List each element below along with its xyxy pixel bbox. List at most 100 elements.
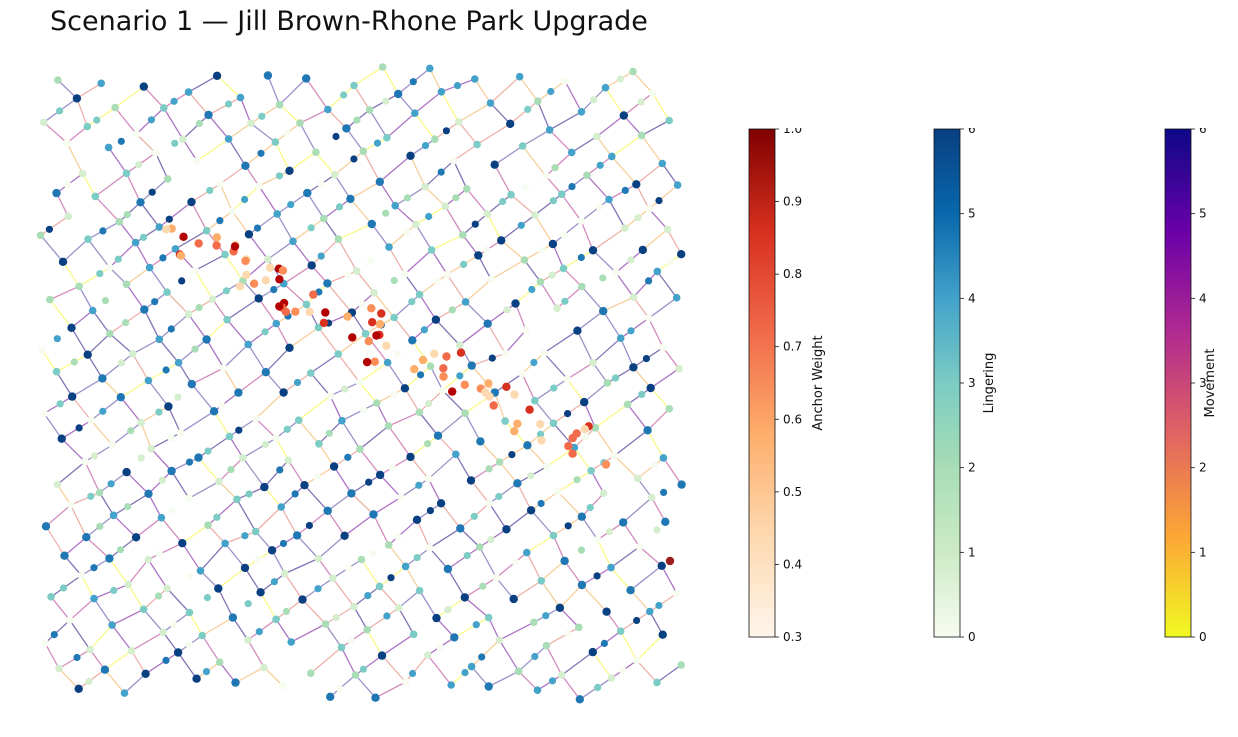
- street-segment: [537, 100, 551, 131]
- colorbar-movement-tick-label: 0: [1199, 630, 1207, 644]
- street-node: [167, 325, 175, 333]
- street-node: [174, 393, 182, 401]
- street-segment: [242, 437, 277, 459]
- street-node: [124, 580, 132, 589]
- street-node: [658, 159, 667, 168]
- street-node: [577, 580, 587, 590]
- street-segment: [488, 670, 519, 688]
- street-segment: [546, 626, 580, 647]
- street-node: [109, 511, 118, 520]
- street-segment: [635, 162, 663, 185]
- street-segment: [627, 404, 649, 431]
- street-node: [677, 661, 685, 669]
- street-segment: [217, 567, 246, 590]
- street-segment: [118, 221, 137, 243]
- street-segment: [150, 448, 173, 472]
- street-segment: [379, 585, 400, 609]
- street-segment: [139, 201, 160, 228]
- street-segment: [540, 560, 566, 582]
- street-node: [196, 567, 205, 575]
- street-segment: [188, 481, 220, 499]
- street-node: [605, 195, 613, 204]
- street-node: [50, 631, 58, 639]
- street-node: [560, 231, 568, 239]
- street-segment: [362, 150, 381, 183]
- street-segment: [632, 296, 650, 319]
- street-node: [132, 130, 141, 138]
- street-node: [57, 434, 66, 443]
- street-node: [303, 188, 312, 198]
- street-node: [616, 334, 625, 343]
- street-node: [283, 425, 291, 433]
- street-segment: [355, 655, 383, 676]
- street-segment: [329, 395, 343, 421]
- street-segment: [166, 291, 189, 315]
- street-segment: [431, 234, 463, 251]
- street-segment: [470, 461, 501, 481]
- street-segment: [549, 111, 582, 131]
- street-node: [122, 169, 131, 178]
- street-segment: [267, 240, 294, 260]
- street-node: [647, 493, 656, 502]
- street-node: [643, 426, 652, 435]
- street-node: [417, 371, 425, 379]
- street-node: [334, 350, 343, 358]
- street-node: [413, 554, 421, 562]
- street-segment: [229, 418, 257, 437]
- street-node: [589, 359, 597, 367]
- street-node: [509, 594, 518, 604]
- street-node: [255, 182, 263, 190]
- street-node: [270, 286, 278, 294]
- street-segment: [400, 478, 429, 498]
- street-node: [501, 349, 510, 358]
- street-node: [467, 662, 476, 671]
- street-node: [540, 349, 548, 357]
- street-node: [537, 499, 545, 508]
- street-node: [52, 188, 61, 198]
- street-segment: [219, 183, 233, 212]
- anchor-point: [456, 348, 466, 357]
- street-segment: [310, 372, 331, 397]
- street-node: [599, 489, 608, 498]
- street-segment: [279, 104, 301, 124]
- street-node: [257, 149, 265, 157]
- street-node: [454, 118, 463, 126]
- street-segment: [388, 544, 407, 567]
- street-node: [415, 481, 423, 489]
- street-node: [637, 98, 645, 106]
- street-node: [155, 408, 163, 416]
- street-segment: [409, 456, 430, 480]
- street-node: [549, 531, 558, 540]
- street-node: [523, 548, 531, 557]
- street-segment: [180, 410, 215, 434]
- street-node: [115, 218, 124, 226]
- street-node: [167, 466, 176, 476]
- street-segment: [231, 210, 250, 235]
- street-node: [550, 384, 558, 392]
- street-segment: [99, 492, 115, 516]
- street-node: [225, 100, 233, 108]
- street-segment: [155, 152, 169, 180]
- street-segment: [632, 71, 654, 94]
- street-segment: [132, 338, 160, 355]
- street-segment: [430, 365, 444, 391]
- street-node: [155, 550, 164, 558]
- street-node: [523, 441, 532, 450]
- street-node: [96, 522, 104, 530]
- anchor-point: [249, 279, 259, 288]
- anchor-point: [235, 282, 245, 291]
- street-segment: [583, 382, 608, 403]
- street-node: [221, 250, 229, 259]
- street-node: [653, 678, 661, 687]
- street-segment: [255, 418, 277, 439]
- street-node: [355, 378, 364, 387]
- street-node: [77, 571, 86, 580]
- street-node: [81, 457, 89, 466]
- street-node: [476, 437, 485, 446]
- street-node: [258, 112, 266, 120]
- street-node: [520, 256, 529, 264]
- street-segment: [325, 605, 355, 625]
- street-segment: [650, 387, 670, 410]
- anchor-point: [410, 365, 419, 374]
- street-segment: [471, 666, 490, 687]
